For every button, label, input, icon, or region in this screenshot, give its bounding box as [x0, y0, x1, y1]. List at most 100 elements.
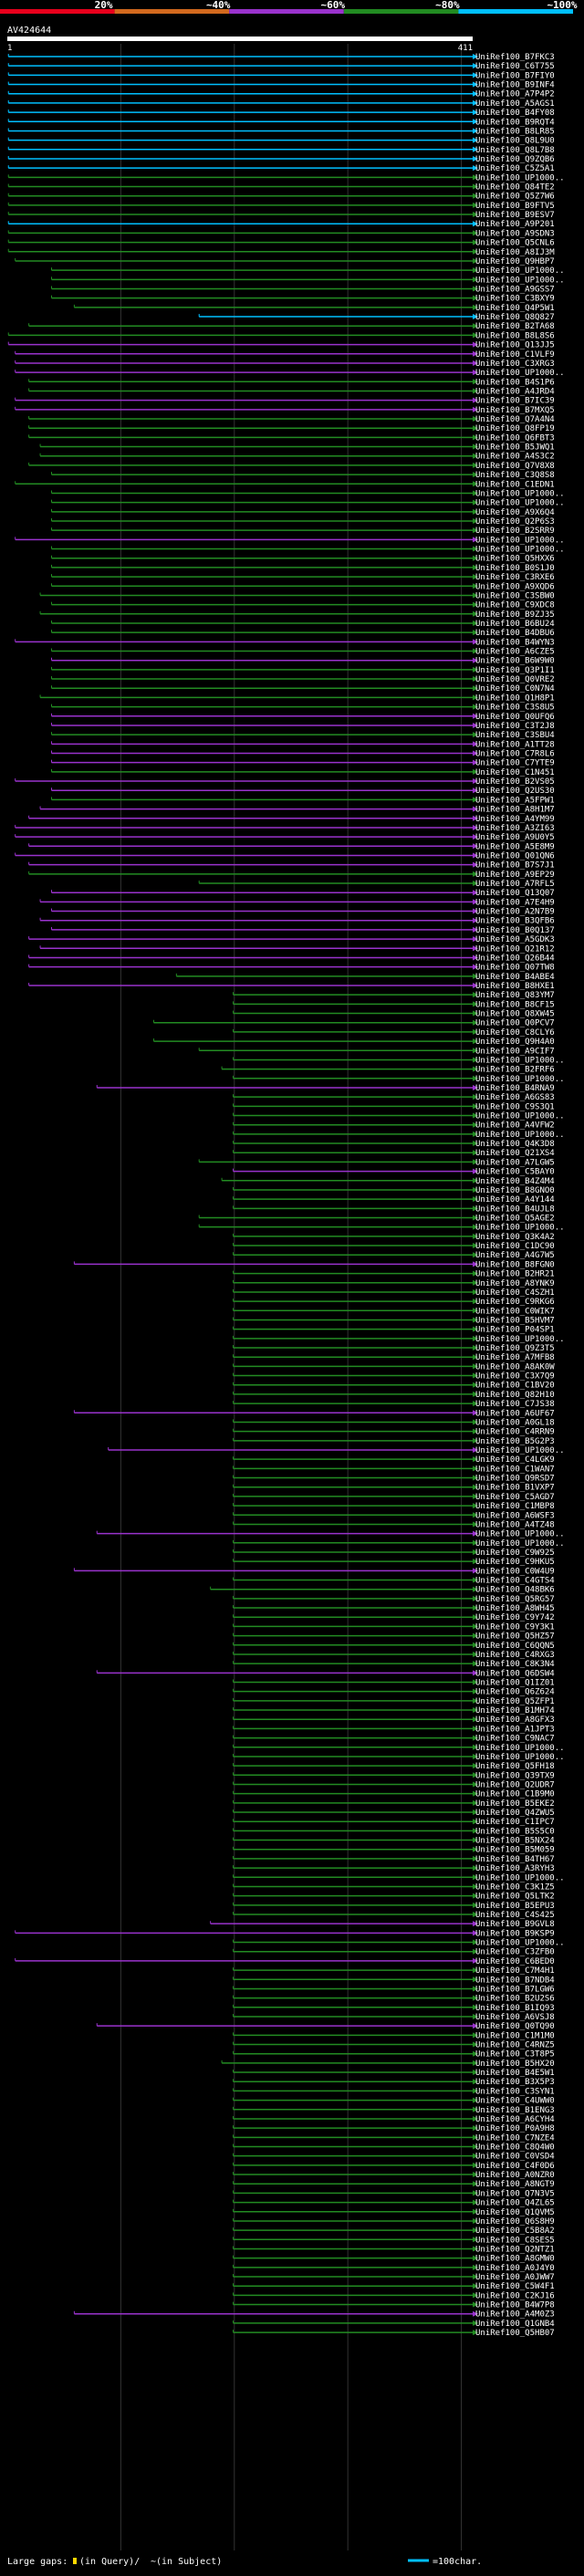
hit-arrow: [473, 1921, 478, 1927]
hit-name: UniRef100_Q4P5W1: [475, 304, 555, 313]
hit-name: UniRef100_UP1000..: [475, 1539, 565, 1549]
hit-name: UniRef100_A5GDK3: [475, 935, 555, 944]
legend-scale-text: =100char.: [433, 2557, 482, 2567]
hit-arrow: [473, 2162, 478, 2168]
hit-arrow: [473, 1437, 478, 1444]
hit-arrow: [473, 1326, 478, 1332]
hit-name: UniRef100_A9P201: [475, 220, 555, 229]
hit-name: UniRef100_C5B8A2: [475, 2227, 555, 2236]
hit-arrow: [473, 1697, 478, 1704]
hit-name: UniRef100_Q6S8H9: [475, 2217, 555, 2227]
hit-name: UniRef100_UP1000..: [475, 546, 565, 555]
hit-name: UniRef100_A6UF67: [475, 1409, 555, 1418]
hit-name: UniRef100_C9Y742: [475, 1613, 555, 1622]
hit-arrow: [473, 1391, 478, 1397]
hit-arrow: [473, 518, 478, 524]
hit-name: UniRef100_C3T8P5: [475, 2050, 555, 2060]
hit-name: UniRef100_C4RXG3: [475, 1651, 555, 1660]
hit-arrow: [473, 1177, 478, 1184]
hit-arrow: [473, 360, 478, 366]
hit-arrow: [473, 1010, 478, 1017]
hit-name: UniRef100_A0J4Y0: [475, 2264, 555, 2273]
hit-name: UniRef100_UP1000..: [475, 1939, 565, 1948]
gridlines: [120, 44, 463, 2550]
scale-segment: [458, 9, 573, 14]
hit-name: UniRef100_C7M4H1: [475, 1966, 555, 1976]
hit-name: UniRef100_Q07TW8: [475, 964, 555, 973]
hit-name: UniRef100_A4Y144: [475, 1195, 555, 1205]
hit-arrow: [473, 2106, 478, 2112]
hit-arrow: [473, 2255, 478, 2261]
hit-arrow: [473, 2032, 478, 2039]
hit-arrow: [473, 1186, 478, 1193]
hit-name: UniRef100_C5Z5A1: [475, 164, 555, 173]
hit-arrow: [473, 1243, 478, 1249]
hit-name: UniRef100_A8AK0W: [475, 1362, 555, 1371]
hit-arrow: [473, 2115, 478, 2122]
hit-arrow: [473, 2143, 478, 2150]
hit-name: UniRef100_Q9RSD7: [475, 1475, 555, 1484]
hit-name: UniRef100_Q7V8X8: [475, 462, 555, 471]
hit-arrow: [473, 323, 478, 329]
hit-arrow: [473, 1419, 478, 1425]
hit-arrow: [473, 472, 478, 478]
hit-name: UniRef100_B8L8S6: [475, 331, 555, 340]
hit-arrow: [473, 406, 478, 412]
hit-name: UniRef100_B5S5C0: [475, 1827, 555, 1836]
hit-arrow: [473, 797, 478, 803]
hit-arrow: [473, 2181, 478, 2187]
hit-arrow: [473, 815, 478, 821]
hit-arrow: [473, 768, 478, 775]
hit-arrow: [473, 1874, 478, 1881]
hit-arrow: [473, 1790, 478, 1797]
hit-arrow: [473, 527, 478, 534]
hit-arrow: [473, 1345, 478, 1351]
hit-arrow: [473, 1912, 478, 1917]
hit-arrow: [473, 1957, 478, 1964]
hit-name: UniRef100_C4SZH1: [475, 1288, 555, 1298]
hit-name: UniRef100_A8GMW0: [475, 2255, 555, 2264]
legend: Large gaps: (in Query)/ ~(in Subject) =1…: [7, 2557, 482, 2567]
hit-name: UniRef100_B9RQT4: [475, 118, 555, 127]
hit-name: UniRef100_Q8FP19: [475, 424, 555, 433]
hit-arrow: [473, 1121, 478, 1128]
hit-arrow: [473, 1595, 478, 1601]
hit-arrow: [473, 945, 478, 952]
hit-name: UniRef100_UP1000..: [475, 266, 565, 276]
hit-name: UniRef100_C4GTS4: [475, 1577, 555, 1586]
hit-arrow: [473, 1883, 478, 1890]
hit-arrow: [473, 2310, 478, 2317]
hit-arrow: [473, 537, 478, 543]
hit-arrow: [473, 843, 478, 850]
hit-arrow: [473, 685, 478, 692]
hit-name: UniRef100_A5E8M9: [475, 842, 555, 851]
hit-name: UniRef100_A8IJ3M: [475, 248, 555, 257]
hit-arrow: [473, 899, 478, 905]
hit-arrow: [473, 221, 478, 227]
hit-name: UniRef100_B2U2S6: [475, 1995, 555, 2004]
hit-name: UniRef100_Q2UDR7: [475, 1780, 555, 1789]
hit-name: UniRef100_A8H1M7: [475, 806, 555, 815]
hit-arrow: [473, 1855, 478, 1862]
hit-arrow: [473, 1428, 478, 1434]
hit-arrow: [473, 499, 478, 506]
hit-arrow: [473, 332, 478, 339]
hit-name: UniRef100_UP1000..: [475, 276, 565, 285]
hit-arrow: [473, 973, 478, 979]
hit-arrow: [473, 2079, 478, 2085]
hit-name: UniRef100_B3X5P3: [475, 2078, 555, 2087]
scale-label: ~40%: [206, 0, 231, 11]
hit-name: UniRef100_Q8L7B8: [475, 146, 555, 155]
hit-arrow: [473, 1614, 478, 1621]
hit-name: UniRef100_UP1000..: [475, 489, 565, 498]
hit-name: UniRef100_C1M1M0: [475, 2031, 555, 2040]
hit-arrow: [473, 1150, 478, 1156]
hit-name: UniRef100_C4F0D6: [475, 2162, 555, 2171]
hit-arrow: [473, 1772, 478, 1778]
hit-arrow: [473, 750, 478, 756]
hit-arrow: [473, 2264, 478, 2270]
hit-name: UniRef100_B7FIY0: [475, 71, 555, 80]
hit-arrow: [473, 759, 478, 766]
hit-arrow: [473, 806, 478, 812]
hit-name: UniRef100_A9U0Y5: [475, 833, 555, 842]
